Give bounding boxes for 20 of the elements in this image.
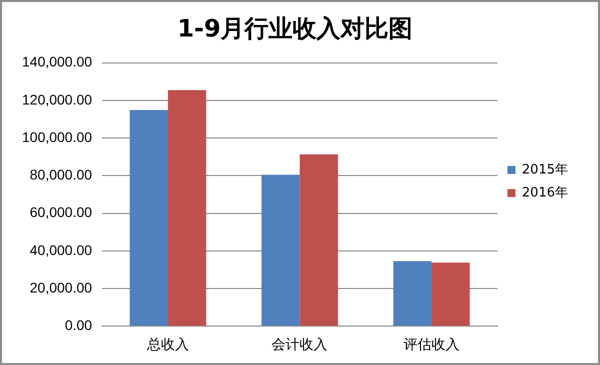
- chart-title: 1-9月行业收入对比图: [177, 14, 413, 43]
- bar: [130, 110, 168, 326]
- y-tick-label: 100,000.00: [22, 128, 92, 145]
- x-tick-label: 评估收入: [404, 337, 460, 354]
- legend-label: 2015年: [522, 162, 568, 178]
- y-tick-label: 0.00: [64, 317, 92, 334]
- x-tick-label: 总收入: [146, 337, 189, 354]
- bar: [300, 154, 338, 326]
- y-tick-label: 60,000.00: [30, 204, 92, 220]
- y-tick-label: 120,000.00: [22, 91, 92, 108]
- x-tick-label: 会计收入: [272, 337, 328, 354]
- y-tick-label: 40,000.00: [30, 242, 92, 258]
- bar: [262, 174, 300, 326]
- legend-label: 2016年: [522, 185, 568, 200]
- bar: [432, 262, 470, 326]
- y-tick-label: 20,000.00: [30, 279, 92, 296]
- y-tick-label: 140,000.00: [22, 54, 92, 70]
- bar: [168, 90, 206, 326]
- bar: [393, 261, 432, 326]
- y-tick-label: 80,000.00: [30, 166, 92, 183]
